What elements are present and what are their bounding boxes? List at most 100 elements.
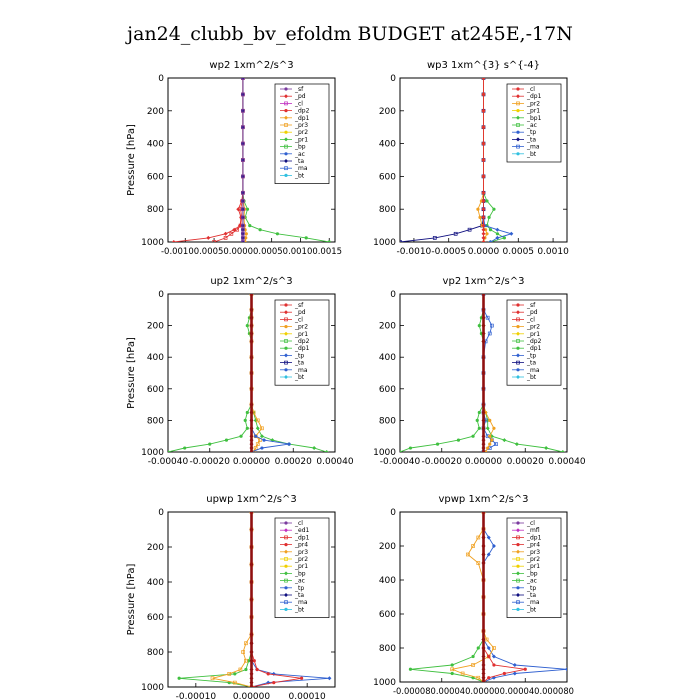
data-point-ac: [488, 228, 493, 232]
data-point-cl: [481, 629, 486, 633]
data-point-cl: [481, 386, 486, 391]
legend-entry: _cl: [294, 316, 303, 323]
data-point-dp1: [224, 438, 229, 442]
data-point-tp: [271, 671, 276, 676]
legend-marker: [284, 303, 288, 307]
legend-entry: _pr4: [526, 542, 540, 549]
legend-marker: [516, 325, 520, 329]
y-tick-label: 200: [147, 107, 164, 117]
x-tick-label: -0.00040: [380, 457, 421, 467]
y-tick-label: 600: [379, 610, 396, 620]
data-point-cl: [481, 307, 486, 312]
legend-marker: [284, 101, 288, 106]
legend-entry: _bt: [294, 606, 305, 613]
x-tick-labels: -0.00100.00050.00000.00050.00100.0015: [161, 247, 342, 257]
legend-entry: _dp1: [526, 534, 542, 541]
x-tick-label: -0.00020: [190, 457, 231, 467]
data-point-dp1: [206, 235, 211, 240]
legend-entry: _pr1: [526, 108, 540, 115]
data-point-bp: [247, 659, 251, 663]
legend-marker: [284, 331, 288, 336]
legend-entry: _ta: [526, 592, 536, 599]
data-point-tp: [487, 331, 492, 336]
data-point-tp: [485, 315, 490, 320]
data-point-bp: [450, 663, 454, 667]
data-point-cl: [481, 355, 486, 360]
legend-entry: _pr2: [294, 324, 308, 331]
data-point-pr1: [544, 446, 549, 451]
y-tick-label: 800: [147, 416, 164, 426]
data-point-cl: [481, 315, 486, 320]
data-point-sf: [241, 215, 245, 220]
y-tick-label: 800: [147, 648, 164, 658]
data-point-sf: [241, 158, 245, 162]
legend-entry: _pr1: [526, 331, 540, 338]
legend-entry: _pr1: [294, 331, 308, 338]
x-tick-label: -0.00010: [176, 692, 217, 700]
legend-entry: _dp1: [294, 115, 310, 122]
data-point-sf: [241, 227, 245, 232]
data-point-ac: [492, 207, 496, 211]
legend-marker: [284, 310, 288, 315]
legend-marker: [516, 535, 520, 540]
data-point-cl: [481, 637, 486, 642]
data-point-dp1: [481, 158, 486, 162]
legend-marker: [516, 578, 520, 583]
data-point-pd: [229, 231, 234, 236]
data-point-cl: [481, 371, 486, 375]
data-point-pr2: [483, 228, 488, 232]
data-point-cl: [481, 438, 486, 443]
data-point-bp: [450, 671, 454, 676]
data-point-cl: [481, 434, 486, 439]
data-point-cl: [481, 671, 486, 676]
x-tick-label: -0.0010: [397, 247, 432, 257]
y-tick-label: 600: [379, 385, 396, 395]
data-point-cl: [249, 632, 254, 637]
y-tick-label: 1000: [141, 448, 164, 458]
data-point-ta: [432, 236, 437, 240]
legend-entry: _pr3: [294, 122, 308, 129]
legend-entry: _pd: [294, 309, 306, 316]
legend-entry: _pr4: [294, 542, 308, 549]
data-point-sf: [241, 199, 245, 203]
x-tick-label: 0.00020: [275, 457, 312, 467]
data-point-pr2: [476, 535, 481, 540]
data-point-tp: [512, 663, 517, 667]
legend-entry: _pr1: [526, 563, 540, 570]
legend-box: [274, 517, 330, 618]
y-tick-label: 800: [379, 416, 396, 426]
data-point-cl: [249, 307, 254, 312]
data-point-tp: [327, 676, 332, 681]
data-point-cl: [249, 294, 254, 296]
data-point-pr2: [244, 658, 248, 663]
data-point-cl: [481, 418, 486, 423]
data-point-pr2: [492, 646, 496, 650]
legend-entry: _pr3: [526, 549, 540, 556]
legend-marker: [516, 528, 520, 533]
data-point-dp1: [481, 92, 486, 97]
data-point-cl: [481, 446, 486, 451]
data-point-pr1: [514, 442, 519, 447]
y-tick-label: 400: [379, 576, 396, 586]
y-tick-label: 400: [147, 353, 164, 363]
data-point-tp: [495, 227, 500, 232]
data-point-sf: [241, 207, 245, 212]
data-point-cl: [481, 294, 486, 296]
data-point-dp1: [481, 223, 486, 228]
data-point-tp: [491, 654, 496, 659]
legend-marker: [284, 571, 288, 576]
data-point-cl: [249, 671, 254, 676]
data-point-cl: [249, 658, 254, 663]
data-point-dp1: [245, 324, 249, 328]
legend-marker: [516, 317, 520, 322]
data-point-dp1: [208, 442, 212, 446]
data-point-bp: [244, 667, 248, 672]
legend-entry: _mfl: [526, 527, 540, 534]
y-tick-label: 0: [390, 74, 396, 84]
data-point-dp1: [245, 426, 249, 430]
data-point-dp1: [239, 434, 243, 438]
legend-marker: [284, 137, 288, 142]
plot-frame: [167, 77, 336, 243]
data-point-pr2: [478, 215, 482, 219]
